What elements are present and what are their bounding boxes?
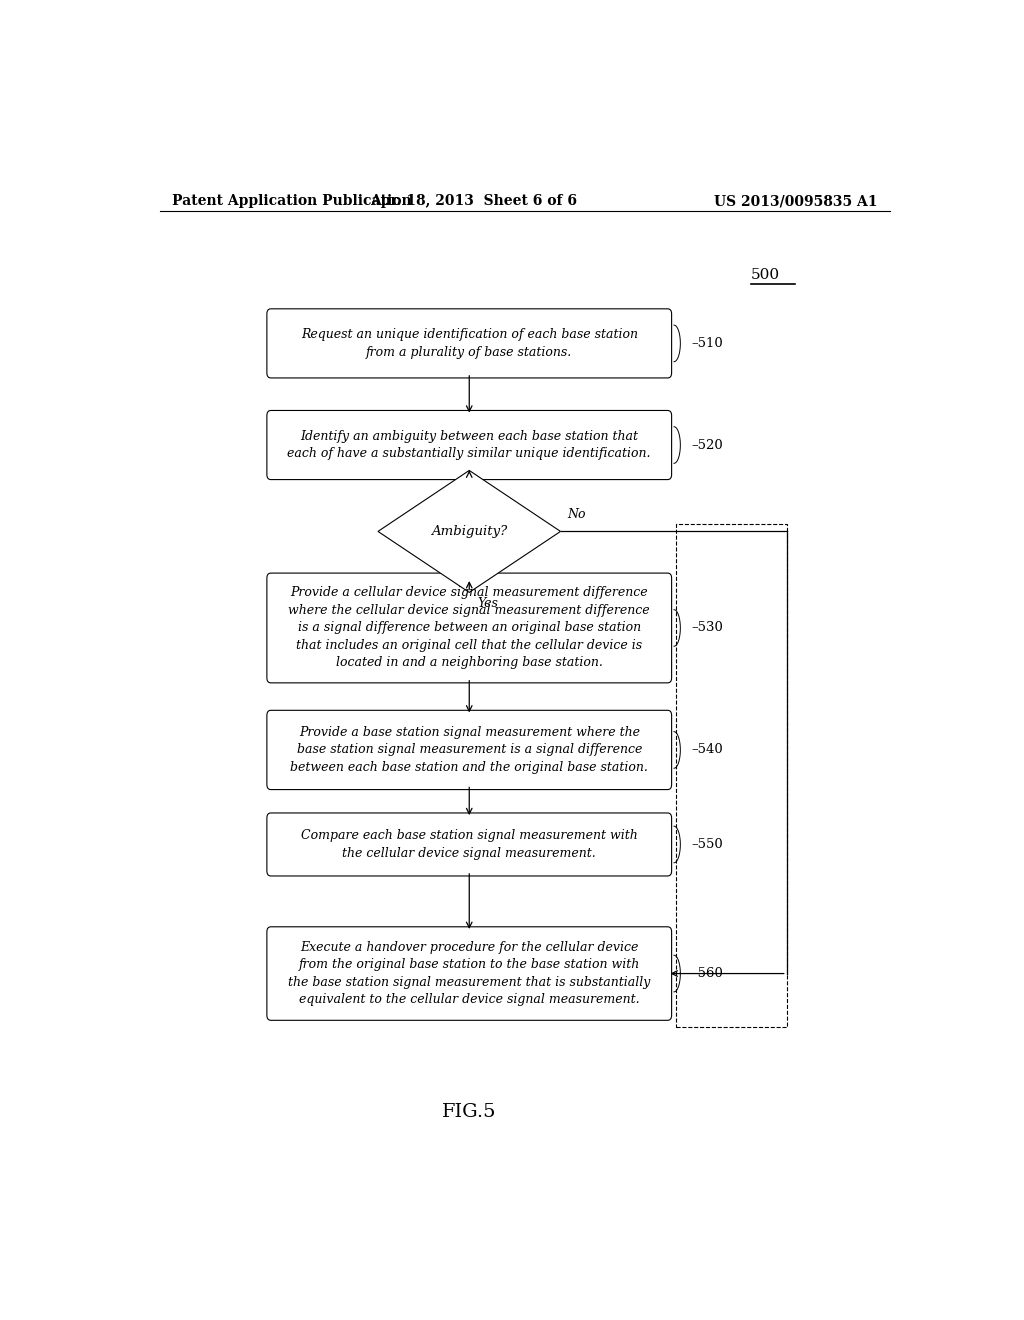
Text: –520: –520 xyxy=(691,438,723,451)
Text: Execute a handover procedure for the cellular device
from the original base stat: Execute a handover procedure for the cel… xyxy=(288,941,650,1006)
Text: Compare each base station signal measurement with
the cellular device signal mea: Compare each base station signal measure… xyxy=(301,829,638,859)
FancyBboxPatch shape xyxy=(267,573,672,682)
FancyBboxPatch shape xyxy=(267,411,672,479)
Text: Apr. 18, 2013  Sheet 6 of 6: Apr. 18, 2013 Sheet 6 of 6 xyxy=(370,194,577,209)
Text: –510: –510 xyxy=(691,337,723,350)
Text: –550: –550 xyxy=(691,838,723,851)
Text: Identify an ambiguity between each base station that
each of have a substantiall: Identify an ambiguity between each base … xyxy=(288,430,651,461)
Text: Provide a cellular device signal measurement difference
where the cellular devic: Provide a cellular device signal measure… xyxy=(289,586,650,669)
Text: –530: –530 xyxy=(691,622,723,635)
Text: Patent Application Publication: Patent Application Publication xyxy=(172,194,412,209)
Text: Ambiguity?: Ambiguity? xyxy=(431,525,507,539)
Text: Yes: Yes xyxy=(477,598,498,610)
Text: –560: –560 xyxy=(691,968,723,979)
Polygon shape xyxy=(378,470,560,593)
Text: No: No xyxy=(567,508,586,521)
Text: Request an unique identification of each base station
from a plurality of base s: Request an unique identification of each… xyxy=(301,329,638,359)
Text: 500: 500 xyxy=(751,268,780,282)
FancyBboxPatch shape xyxy=(267,309,672,378)
Text: FIG.5: FIG.5 xyxy=(442,1102,497,1121)
FancyBboxPatch shape xyxy=(267,710,672,789)
Text: –540: –540 xyxy=(691,743,723,756)
Text: US 2013/0095835 A1: US 2013/0095835 A1 xyxy=(715,194,878,209)
FancyBboxPatch shape xyxy=(267,927,672,1020)
Text: Provide a base station signal measurement where the
base station signal measurem: Provide a base station signal measuremen… xyxy=(291,726,648,774)
FancyBboxPatch shape xyxy=(267,813,672,876)
